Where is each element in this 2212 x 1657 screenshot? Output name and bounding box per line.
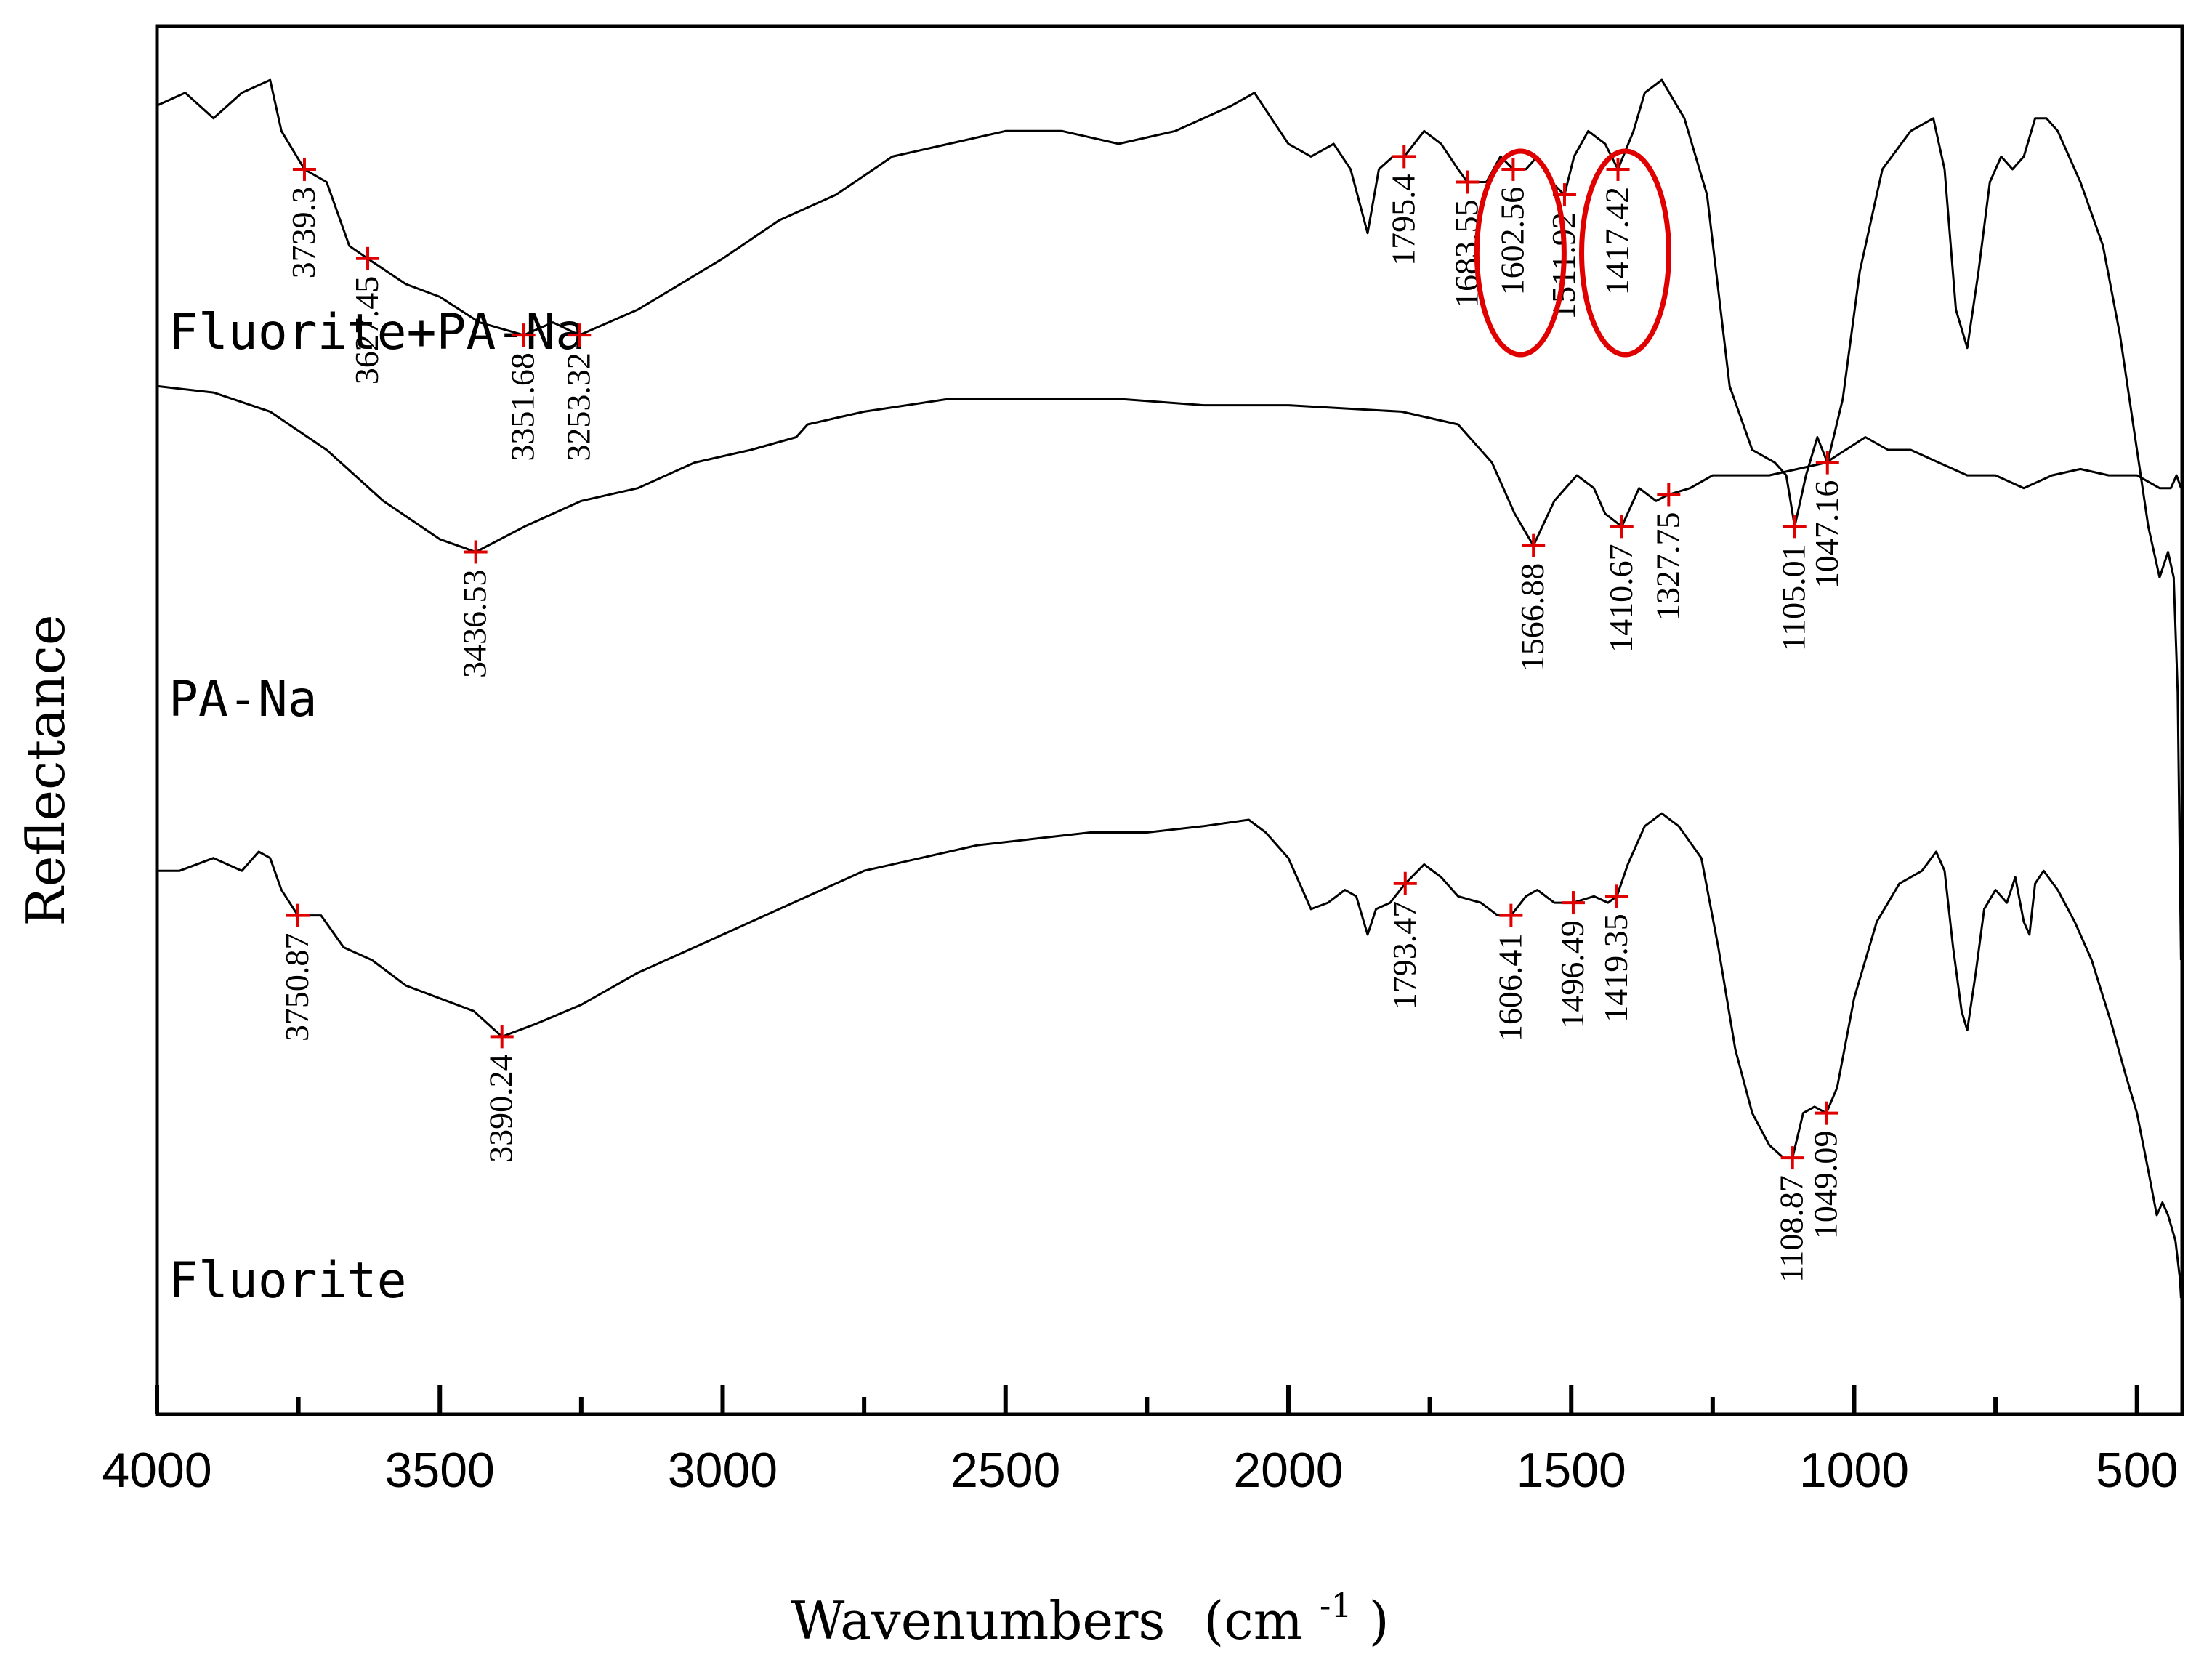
peak-label: 3351.68 bbox=[504, 352, 541, 461]
x-tick-label-2000: 2000 bbox=[1233, 1443, 1343, 1498]
peak-label: 1108.87 bbox=[1773, 1175, 1810, 1283]
peak-label: 1496.49 bbox=[1554, 920, 1591, 1029]
series-line-fluorite-pa-na bbox=[156, 78, 2182, 961]
x-axis-label-unit: (cm bbox=[1203, 1590, 1303, 1651]
peak-label: 1566.88 bbox=[1514, 563, 1551, 672]
x-tick-label-500: 500 bbox=[2096, 1443, 2178, 1498]
peak-label: 1793.47 bbox=[1386, 901, 1423, 1010]
peak-labels: Fluorite+PA-Na 3739.3 3627.45 3351.68 3253.3… bbox=[169, 145, 1845, 1310]
peak-label: 1049.09 bbox=[1807, 1131, 1844, 1240]
series-label: PA-Na bbox=[169, 671, 318, 728]
peak-label: 3739.3 bbox=[285, 187, 322, 279]
x-tick-label-1500: 1500 bbox=[1517, 1443, 1626, 1498]
x-axis-label-unit-close: ) bbox=[1369, 1590, 1389, 1651]
peak-label: 3390.24 bbox=[483, 1054, 520, 1163]
peak-label: 1417.42 bbox=[1599, 187, 1636, 296]
peak-label: 3253.32 bbox=[560, 352, 597, 461]
series-line-fluorite bbox=[157, 812, 2182, 1299]
peak-label: 3627.45 bbox=[348, 276, 385, 385]
x-axis-ticks: 4000 3500 3000 2500 2000 1500 1000 500 bbox=[102, 1385, 2178, 1498]
series-line-pa-na bbox=[156, 384, 2182, 553]
x-tick-label-3500: 3500 bbox=[385, 1443, 495, 1498]
plot-area bbox=[156, 78, 2182, 1299]
x-tick-label-1000: 1000 bbox=[1799, 1443, 1909, 1498]
series-label: Fluorite+PA-Na bbox=[169, 304, 585, 361]
x-tick-label-3000: 3000 bbox=[668, 1443, 778, 1498]
peak-label: 1606.41 bbox=[1491, 933, 1528, 1042]
highlight-ellipse bbox=[1579, 148, 1672, 358]
x-tick-label-2500: 2500 bbox=[950, 1443, 1060, 1498]
plot-frame bbox=[155, 24, 2184, 1416]
peak-label: 3436.53 bbox=[456, 570, 493, 679]
highlight-ellipse bbox=[1474, 148, 1567, 358]
x-tick-label-4000: 4000 bbox=[102, 1443, 211, 1498]
peak-label: 1795.4 bbox=[1384, 174, 1421, 266]
series-label: Fluorite bbox=[169, 1252, 407, 1310]
x-axis-label-text: Wavenumbers bbox=[791, 1590, 1165, 1651]
peak-label: 1047.16 bbox=[1808, 480, 1845, 589]
x-axis-label-unit-exponent: -1 bbox=[1320, 1586, 1352, 1625]
y-axis-label: Reflectance bbox=[15, 615, 76, 927]
x-axis-label: Wavenumbers (cm -1 ) bbox=[791, 1568, 1389, 1651]
peak-label: 1410.67 bbox=[1602, 544, 1639, 653]
peak-label: 1327.75 bbox=[1649, 512, 1686, 621]
peak-label: 1602.56 bbox=[1493, 187, 1530, 296]
peak-label: 3750.87 bbox=[278, 933, 315, 1042]
peak-label: 1105.01 bbox=[1775, 544, 1812, 651]
peak-label: 1419.35 bbox=[1597, 914, 1634, 1023]
